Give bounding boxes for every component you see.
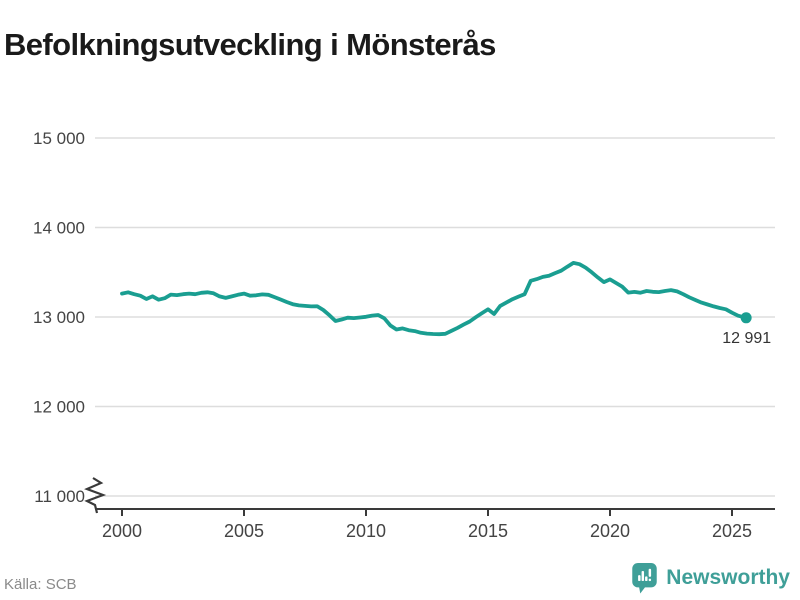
x-axis-tick-label: 2020 bbox=[590, 521, 630, 541]
newsworthy-wordmark: Newsworthy bbox=[666, 566, 790, 589]
population-line bbox=[120, 260, 749, 337]
bar-icon-short bbox=[638, 575, 641, 582]
x-axis-tick-label: 2005 bbox=[224, 521, 264, 541]
y-axis-tick-label: 13 000 bbox=[33, 308, 85, 327]
page-title: Befolkningsutveckling i Mönsterås bbox=[4, 26, 496, 62]
x-axis-tick-label: 2025 bbox=[712, 521, 752, 541]
bar-icon-small bbox=[645, 576, 648, 582]
x-axis-tick-label: 2000 bbox=[102, 521, 142, 541]
exclamation-icon-stem bbox=[648, 568, 652, 577]
axis-break-icon bbox=[84, 477, 107, 514]
y-axis-tick-label: 11 000 bbox=[34, 487, 85, 506]
bar-icon-tall bbox=[641, 570, 645, 582]
x-axis-tick-label: 2010 bbox=[346, 521, 386, 541]
newsworthy-logo[interactable]: Newsworthy bbox=[631, 562, 790, 594]
y-axis-tick-label: 14 000 bbox=[33, 219, 85, 238]
end-point-marker bbox=[740, 312, 752, 324]
exclamation-icon-dot bbox=[648, 578, 652, 582]
source-label: Källa: SCB bbox=[4, 576, 77, 593]
x-axis-tick-label: 2015 bbox=[468, 521, 508, 541]
y-axis-tick-label: 15 000 bbox=[33, 129, 85, 148]
y-axis-tick-label: 12 000 bbox=[33, 398, 85, 417]
end-value-label: 12 991 bbox=[722, 330, 771, 347]
newsworthy-chart-bubble-icon bbox=[632, 562, 658, 594]
